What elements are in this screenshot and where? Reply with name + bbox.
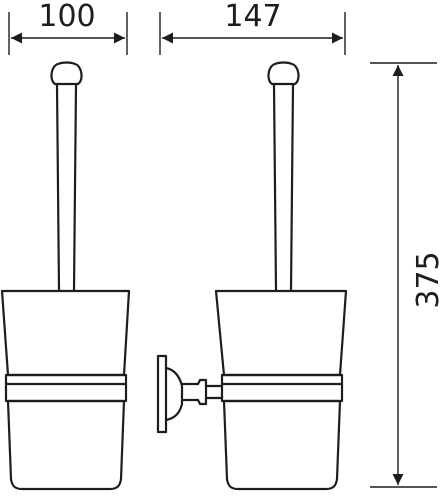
height-label: 375 <box>411 251 441 308</box>
brush-knob <box>267 61 300 86</box>
brush-handle-right-edge <box>289 83 295 292</box>
wall-mount-plate <box>156 354 168 434</box>
brush-handle-left-edge <box>272 83 278 292</box>
brush-handle-left-edge <box>55 83 61 292</box>
wall-mount-flange <box>164 366 184 422</box>
dimension-depth-side: 147 <box>159 0 346 55</box>
holder-ring <box>220 373 344 403</box>
cup-lower <box>6 399 126 491</box>
holder-ring <box>4 373 128 403</box>
cup-upper <box>0 289 131 377</box>
brush-handle-right-edge <box>72 83 78 292</box>
width-label: 100 <box>38 0 95 34</box>
depth-label: 147 <box>224 0 281 34</box>
dimension-height: 375 <box>370 62 441 488</box>
brush-knob <box>50 61 83 86</box>
cup-lower <box>222 399 342 491</box>
wall-mount-arm <box>180 378 208 406</box>
cup-upper <box>214 289 348 377</box>
front-view-brush-holder <box>0 61 131 491</box>
dimension-width-front: 100 <box>8 0 128 55</box>
side-view-brush-holder <box>156 61 348 491</box>
